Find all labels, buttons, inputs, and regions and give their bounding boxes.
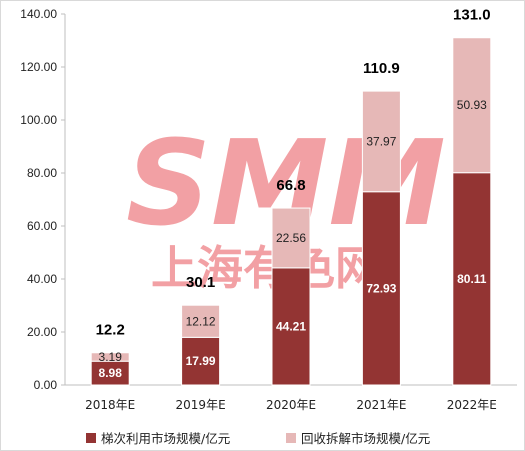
bar-series-b — [452, 37, 492, 174]
y-tick-label: 60.00 — [27, 219, 57, 233]
y-tick-label: 0.00 — [34, 378, 58, 392]
x-tick-label: 2022年E — [447, 398, 497, 412]
total-label: 110.9 — [363, 60, 400, 77]
data-label-series-b: 37.97 — [366, 134, 396, 148]
legend-swatch-series-a — [86, 433, 96, 443]
legend-label-series-b: 回收拆解市场规模/亿元 — [301, 431, 430, 446]
total-label: 12.2 — [96, 322, 125, 339]
data-labels: 8.98 3.19 12.2 17.99 12.12 30.1 44.21 22.56 66.8… — [96, 7, 491, 380]
y-tick-label: 40.00 — [27, 272, 57, 286]
total-label: 66.8 — [276, 177, 305, 194]
bar-series-a — [361, 191, 401, 386]
data-label-series-a: 44.21 — [276, 319, 306, 333]
y-tick-label: 120.00 — [20, 60, 57, 74]
data-label-series-a: 17.99 — [186, 354, 216, 368]
data-label-series-b: 22.56 — [276, 231, 306, 245]
data-label-series-a: 80.11 — [457, 272, 487, 286]
y-tick-label: 140.00 — [20, 7, 57, 21]
bar-series-a — [452, 172, 492, 386]
bar-series-b — [271, 207, 311, 269]
bar-series-b — [361, 90, 401, 193]
legend-label-series-a: 梯次利用市场规模/亿元 — [101, 431, 230, 446]
axes: 0.00 20.00 40.00 60.00 80.00 100.00 120.00 140.… — [20, 7, 517, 412]
y-tick-label: 20.00 — [27, 325, 57, 339]
bars — [90, 37, 492, 386]
x-tick-label: 2018年E — [85, 398, 135, 412]
y-tick-label: 100.00 — [20, 113, 57, 127]
x-tick-label: 2020年E — [266, 398, 316, 412]
legend: 梯次利用市场规模/亿元 回收拆解市场规模/亿元 — [86, 431, 430, 446]
x-tick-label: 2021年E — [356, 398, 406, 412]
data-label-series-b: 50.93 — [457, 98, 487, 112]
data-label-series-a: 8.98 — [99, 366, 123, 380]
total-label: 30.1 — [186, 274, 215, 291]
bar-series-a — [271, 267, 311, 386]
data-label-series-b: 12.12 — [186, 314, 216, 328]
x-tick-label: 2019年E — [176, 398, 226, 412]
bar-series-a — [181, 336, 221, 386]
data-label-series-a: 72.93 — [366, 281, 396, 295]
y-tick-label: 80.00 — [27, 166, 57, 180]
total-label: 131.0 — [453, 7, 491, 24]
legend-swatch-series-b — [286, 433, 296, 443]
bar-series-b — [90, 352, 130, 362]
bar-series-b — [181, 304, 221, 338]
watermark-cn-text: 上海有色网 — [151, 241, 381, 295]
data-label-series-b: 3.19 — [99, 350, 123, 364]
